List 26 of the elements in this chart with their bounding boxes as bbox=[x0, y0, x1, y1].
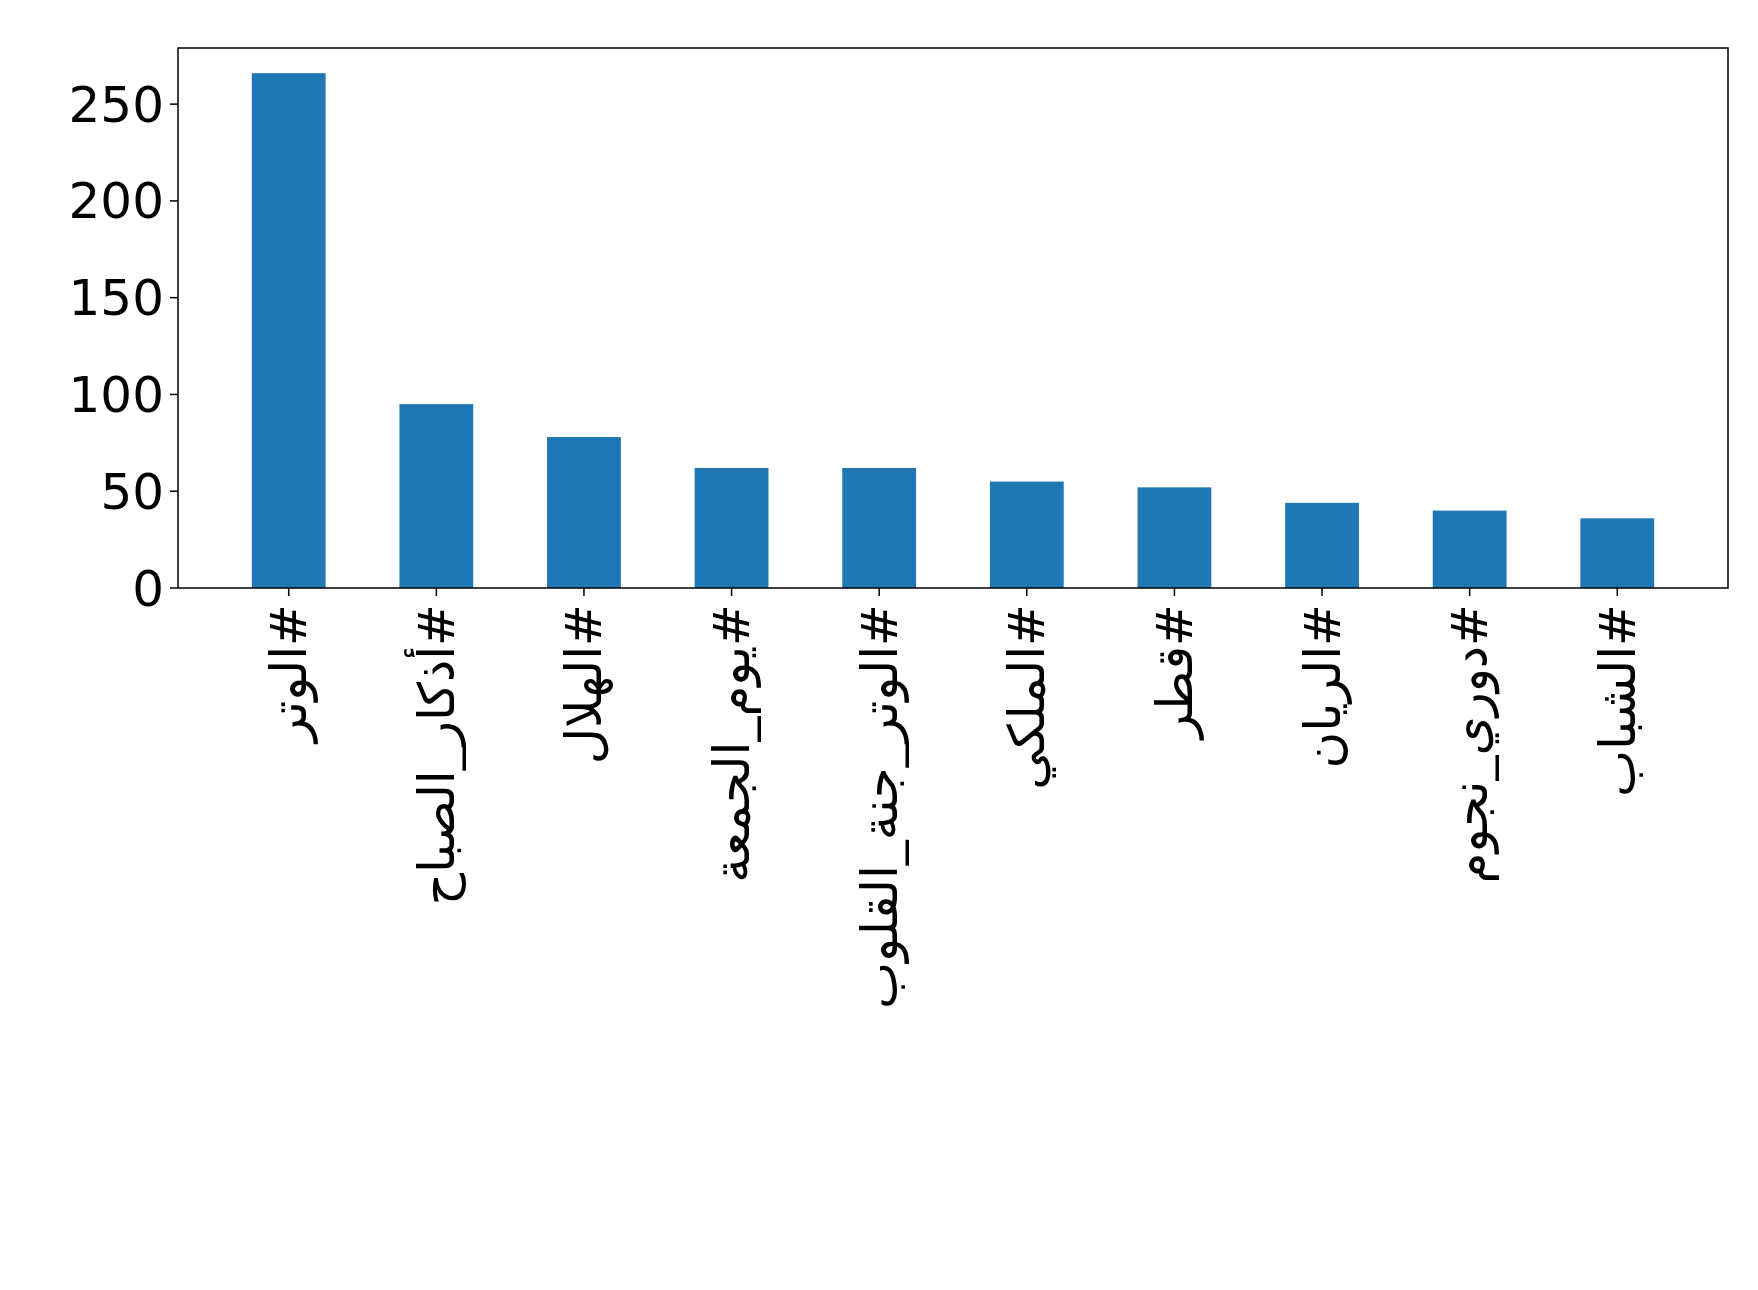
bar bbox=[1137, 487, 1212, 588]
x-tick-label: #أذكار_الصباح bbox=[403, 604, 466, 906]
bar bbox=[1432, 510, 1507, 588]
bar bbox=[547, 437, 621, 588]
x-tick-label: #قطر bbox=[1145, 604, 1204, 742]
x-tick-label: #دوري_نجوم bbox=[1441, 604, 1501, 884]
x-tick-label: #الريان bbox=[1293, 604, 1352, 769]
bar bbox=[694, 468, 769, 588]
y-tick-label: 150 bbox=[68, 269, 164, 328]
y-tick-label: 50 bbox=[100, 462, 164, 521]
bar bbox=[1580, 518, 1655, 588]
bar bbox=[251, 73, 326, 588]
x-tick-label: #الوتر bbox=[260, 604, 319, 746]
y-tick-label: 100 bbox=[68, 365, 164, 424]
y-tick-label: 0 bbox=[132, 559, 164, 618]
x-tick-label: #الملكي bbox=[998, 604, 1057, 790]
bar bbox=[989, 481, 1064, 588]
bar bbox=[1285, 502, 1359, 588]
bar bbox=[842, 468, 917, 588]
bar bbox=[399, 404, 474, 588]
x-tick-label: #يوم_الجمعة bbox=[703, 604, 762, 883]
x-tick-label: #الوتر_جنة_القلوب bbox=[850, 604, 909, 1010]
x-tick-label: #الشباب bbox=[1588, 604, 1647, 798]
y-tick-label: 250 bbox=[68, 75, 164, 134]
y-tick-label: 200 bbox=[68, 172, 164, 231]
x-tick-label: #الهلال bbox=[555, 604, 615, 765]
